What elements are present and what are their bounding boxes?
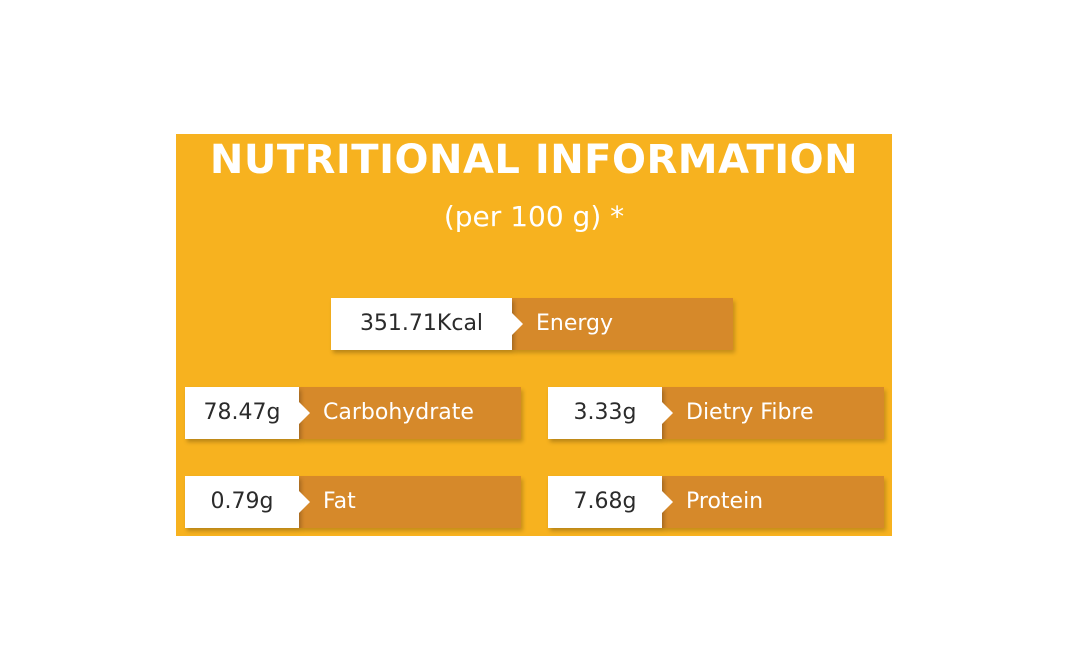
nutrient-row-fat: 0.79g Fat — [185, 476, 521, 528]
nutrient-value: 3.33g — [548, 387, 673, 439]
nutrient-label: Fat — [299, 476, 521, 528]
nutrient-value: 7.68g — [548, 476, 673, 528]
nutrient-row-protein: 7.68g Protein — [548, 476, 884, 528]
nutrient-row-carbohydrate: 78.47g Carbohydrate — [185, 387, 521, 439]
nutrient-label: Dietry Fibre — [662, 387, 884, 439]
nutrient-label: Carbohydrate — [299, 387, 521, 439]
nutrient-value: 0.79g — [185, 476, 310, 528]
panel-subtitle: (per 100 g) * — [443, 200, 625, 233]
nutrient-row-energy: 351.71Kcal Energy — [331, 298, 733, 350]
nutrient-label: Energy — [512, 298, 733, 350]
nutrient-label: Protein — [662, 476, 884, 528]
nutrient-value: 78.47g — [185, 387, 310, 439]
nutrient-value: 351.71Kcal — [331, 298, 523, 350]
panel-title: NUTRITIONAL INFORMATION — [209, 137, 859, 183]
nutrient-row-fibre: 3.33g Dietry Fibre — [548, 387, 884, 439]
